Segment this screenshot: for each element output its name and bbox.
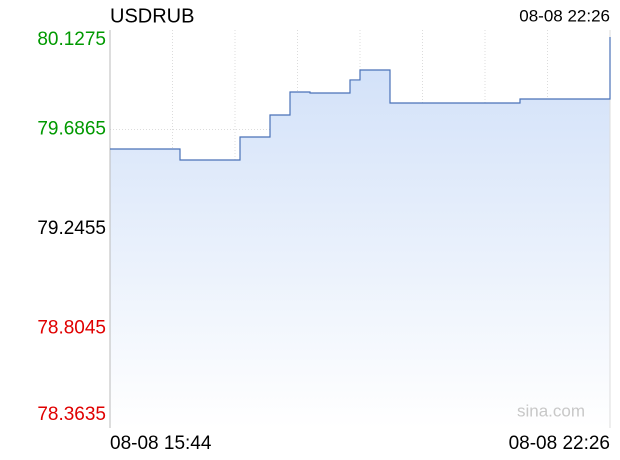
- y-tick-label: 79.2455: [37, 218, 106, 239]
- y-tick-label: 79.6865: [37, 119, 106, 140]
- chart-title: USDRUB: [110, 5, 194, 27]
- timestamp: 08-08 22:26: [519, 6, 610, 25]
- area: [110, 36, 610, 429]
- watermark: sina.com: [517, 401, 585, 420]
- x-tick-label: 08-08 15:44: [110, 433, 212, 454]
- y-tick-label: 78.8045: [37, 318, 106, 339]
- price-line: [110, 36, 611, 161]
- y-tick-label: 80.1275: [37, 29, 106, 50]
- x-tick-label: 08-08 22:26: [509, 433, 610, 454]
- y-tick-label: 78.3635: [37, 404, 106, 425]
